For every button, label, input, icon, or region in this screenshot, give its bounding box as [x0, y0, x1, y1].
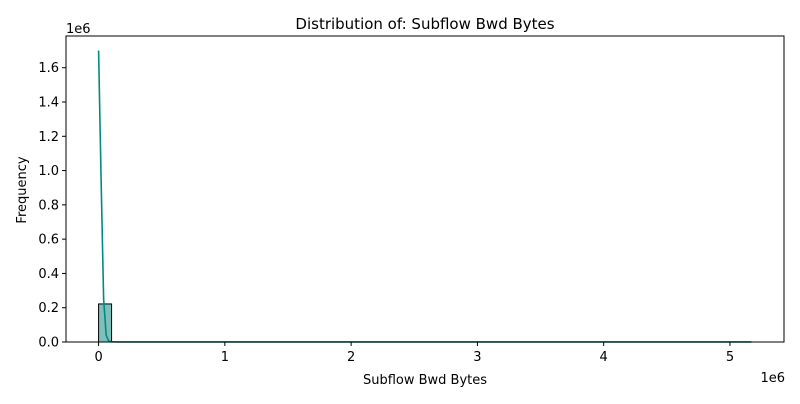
y-tick-label-4: 0.8	[38, 198, 59, 213]
y-tick-label-6: 1.2	[38, 130, 59, 145]
x-tick-label-1: 1	[221, 350, 229, 365]
kde-line	[97, 50, 752, 343]
x-tick-label-0: 0	[94, 350, 102, 365]
axis-layer: 0 1 2 3 4 5 0.0 0.2 0.4 0.6 0.8 1.0 1.2 1.4 1.6	[38, 61, 734, 365]
y-tick-label-0: 0.0	[38, 336, 59, 351]
x-tick-label-5: 5	[726, 350, 734, 365]
x-tick-label-3: 3	[473, 350, 481, 365]
y-tick-label-5: 1.0	[38, 164, 59, 179]
plot-frame	[65, 35, 785, 343]
x-axis-label: Subflow Bwd Bytes	[363, 373, 487, 388]
y-tick-label-1: 0.2	[38, 301, 59, 316]
plot-layer	[97, 50, 752, 343]
y-tick-label-8: 1.6	[38, 61, 59, 76]
chart-title: Distribution of: Subflow Bwd Bytes	[295, 15, 554, 33]
y-tick-label-7: 1.4	[38, 96, 59, 111]
y-axis-label: Frequency	[15, 156, 30, 223]
y-axis-multiplier: 1e6	[66, 22, 91, 37]
x-tick-label-4: 4	[600, 350, 608, 365]
x-tick-label-2: 2	[347, 350, 355, 365]
x-axis-multiplier: 1e6	[760, 371, 785, 386]
y-tick-label-2: 0.4	[38, 267, 59, 282]
y-tick-label-3: 0.6	[38, 233, 59, 248]
